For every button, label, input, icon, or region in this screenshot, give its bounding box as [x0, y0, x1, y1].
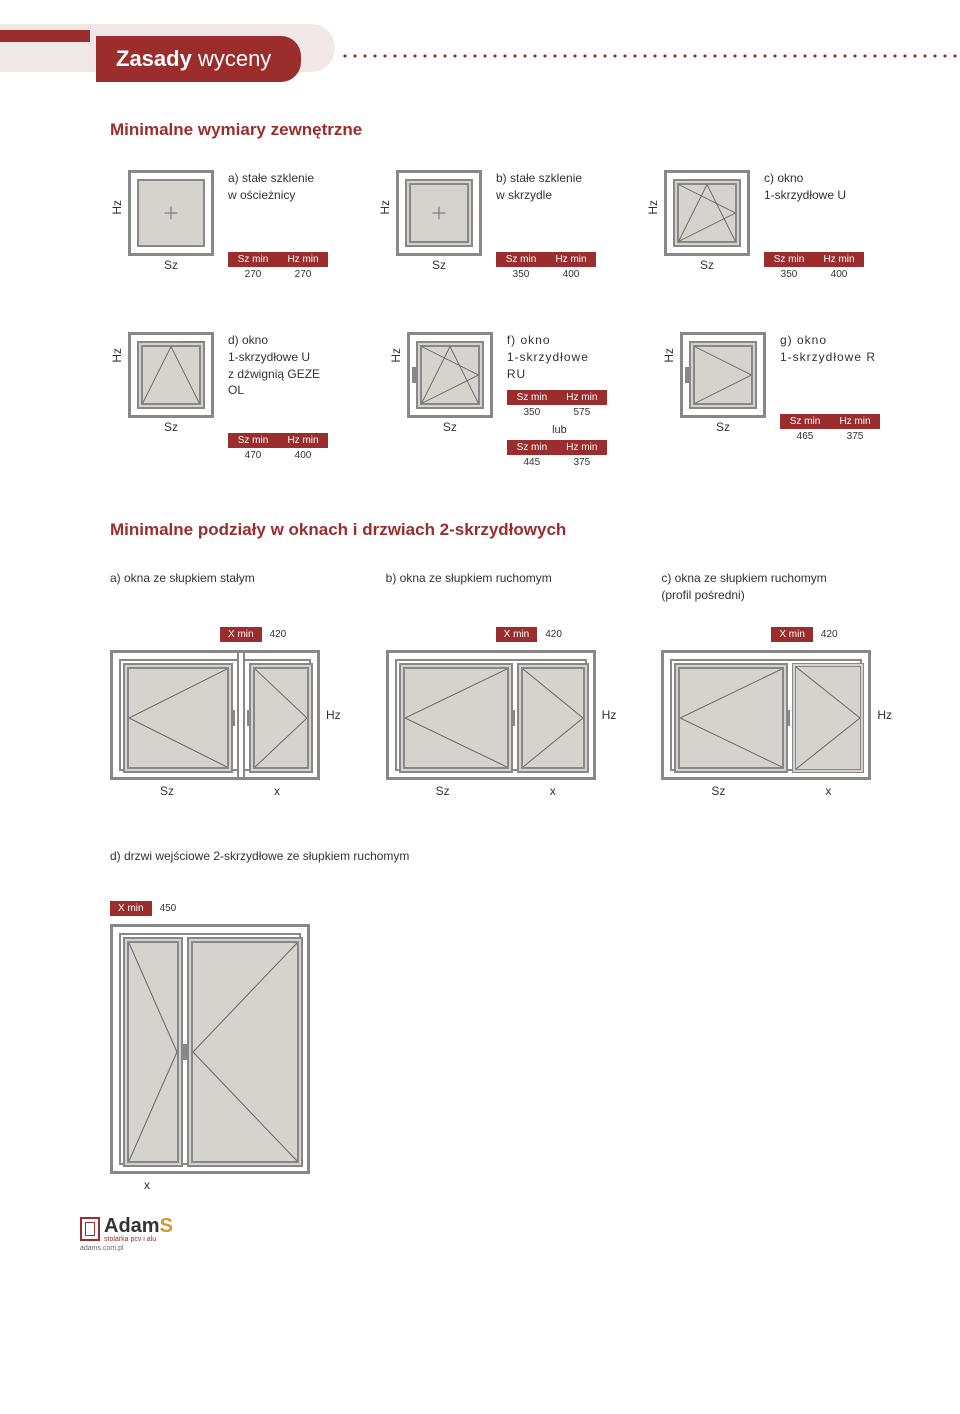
desc-g: g) okno 1-skrzydłowe R — [780, 332, 880, 366]
item-2c: c) okna ze słupkiem ruchomym (profil poś… — [661, 570, 892, 798]
diagram-2a — [110, 650, 320, 780]
table-c: Sz minHz min 350400 — [764, 252, 864, 282]
sz-label: Sz — [700, 258, 714, 272]
x-label-2d: x — [144, 1178, 880, 1192]
dim-row-2b: Sz x — [386, 784, 617, 798]
item-d: Hz Sz d) okno 1-skrzydłowe U z dźwignią … — [110, 332, 339, 463]
desc-a: a) stałe szklenie w ościeżnicy — [228, 170, 328, 204]
header-title-bold: Zasady — [116, 46, 192, 71]
desc-c: c) okno 1-skrzydłowe U — [764, 170, 864, 204]
desc-2d: d) drzwi wejściowe 2-skrzydłowe ze słupk… — [110, 848, 880, 882]
desc-f: f) okno 1-skrzydłowe RU — [507, 332, 612, 382]
item-g: Hz Sz g) okno 1-skrzydłowe R Sz minHz mi… — [662, 332, 880, 444]
desc-2c: c) okna ze słupkiem ruchomym (profil poś… — [661, 570, 892, 604]
row-abc2: a) okna ze słupkiem stałym X min 420 — [110, 570, 880, 798]
section1-title: Minimalne wymiary zewnętrzne — [110, 120, 880, 140]
footer-logo: AdamS stolarka pcv i alu adams.com.pl — [80, 1215, 173, 1252]
diagram-2b — [386, 650, 596, 780]
diagram-2c — [661, 650, 871, 780]
header-red-stripe — [0, 30, 90, 42]
xmin-2b: X min 420 — [496, 627, 570, 642]
section2-title: Minimalne podziały w oknach i drzwiach 2… — [110, 520, 880, 540]
hz-label: Hz — [326, 708, 341, 722]
header-title-rest: wyceny — [192, 46, 271, 71]
logo-url: adams.com.pl — [80, 1245, 173, 1252]
item-2b: b) okna ze słupkiem ruchomym X min 420 — [386, 570, 617, 798]
item-c: Hz Sz c) okno 1-skrzydłowe U Sz minHz mi… — [646, 170, 864, 282]
lub-label: lub — [507, 424, 612, 436]
diagram-f — [407, 332, 493, 418]
hz-label: Hz — [378, 200, 392, 215]
diagram-g — [680, 332, 766, 418]
diagram-d — [128, 332, 214, 418]
hz-label: Hz — [646, 200, 660, 215]
hz-label: Hz — [877, 708, 892, 722]
xmin-2d: X min 450 — [110, 901, 184, 916]
table-a: Sz minHz min 270270 — [228, 252, 328, 282]
desc-d: d) okno 1-skrzydłowe U z dźwignią GEZE O… — [228, 332, 339, 399]
item-a: Hz Sz a) stałe szklenie w ościeżnicy Sz … — [110, 170, 328, 282]
row-abc: Hz Sz a) stałe szklenie w ościeżnicy Sz … — [110, 170, 880, 282]
desc-2b: b) okna ze słupkiem ruchomym — [386, 570, 617, 604]
hz-label: Hz — [110, 200, 124, 215]
header-dotted-rule — [340, 54, 960, 58]
diagram-2d — [110, 924, 310, 1174]
row-dfg: Hz Sz d) okno 1-skrzydłowe U z dźwignią … — [110, 332, 880, 470]
diagram-a — [128, 170, 214, 256]
table-d: Sz minHz min 470400 — [228, 433, 339, 463]
header-title: Zasady wyceny — [96, 36, 301, 82]
sz-label: Sz — [164, 420, 178, 434]
item-b: Hz Sz b) stałe szklenie w skrzydle Sz mi… — [378, 170, 596, 282]
desc-b: b) stałe szklenie w skrzydle — [496, 170, 596, 204]
item-f: Hz Sz f) okno 1-skrzydłowe RU Sz minHz m… — [389, 332, 612, 470]
item-2d: d) drzwi wejściowe 2-skrzydłowe ze słupk… — [110, 848, 880, 1192]
hz-label: Hz — [110, 348, 124, 363]
sz-label: Sz — [443, 420, 457, 434]
item-2a: a) okna ze słupkiem stałym X min 420 — [110, 570, 341, 798]
page-header: Zasady wyceny — [0, 0, 960, 80]
xmin-2a: X min 420 — [220, 627, 294, 642]
table-f2: Sz minHz min 445375 — [507, 440, 612, 470]
dim-row-2c: Sz x — [661, 784, 892, 798]
diagram-b — [396, 170, 482, 256]
table-g: Sz minHz min 465375 — [780, 414, 880, 444]
diagram-c — [664, 170, 750, 256]
hz-label: Hz — [389, 348, 403, 363]
desc-2a: a) okna ze słupkiem stałym — [110, 570, 341, 604]
xmin-2c: X min 420 — [771, 627, 845, 642]
logo-text: AdamS — [104, 1215, 173, 1238]
hz-label: Hz — [662, 348, 676, 363]
logo-window-icon — [80, 1217, 100, 1241]
table-f1: Sz minHz min 350575 — [507, 390, 612, 420]
sz-label: Sz — [716, 420, 730, 434]
table-b: Sz minHz min 350400 — [496, 252, 596, 282]
sz-label: Sz — [432, 258, 446, 272]
sz-label: Sz — [164, 258, 178, 272]
dim-row-2a: Sz x — [110, 784, 341, 798]
hz-label: Hz — [602, 708, 617, 722]
